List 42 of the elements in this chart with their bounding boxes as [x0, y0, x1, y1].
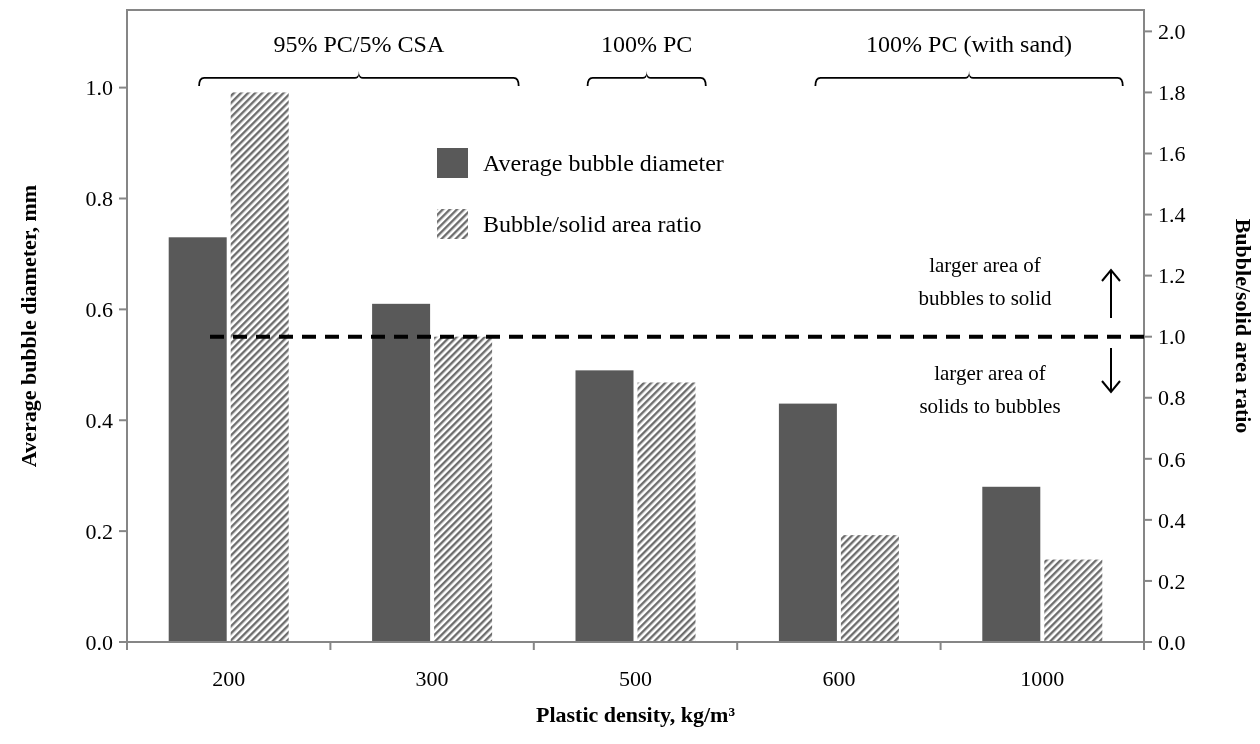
x-tick-label: 300 — [415, 666, 449, 691]
y2-tick-label: 0.6 — [1158, 446, 1186, 472]
annotation: larger area of bubbles to solid — [918, 253, 1052, 310]
x-tick-label: 600 — [822, 666, 856, 691]
x-axis-title: Plastic density, kg/m³ — [535, 702, 736, 727]
bar — [372, 303, 431, 642]
y2-tick-label: 2.0 — [1158, 19, 1186, 45]
x-tick-label: 500 — [619, 666, 652, 691]
y-tick-label: 0.8 — [85, 186, 113, 212]
y2-tick-label: 1.8 — [1158, 80, 1186, 106]
legend-label: Bubble/solid area ratio — [483, 211, 702, 238]
x-tick-label: 200 — [212, 666, 246, 691]
y-tick-label: 0.2 — [85, 518, 113, 544]
annotation: 100% PC (with sand) — [866, 31, 1073, 57]
x-tick-label: 1000 — [1020, 666, 1065, 691]
y2-tick-label: 1.0 — [1158, 324, 1186, 350]
bar — [982, 486, 1041, 642]
y-tick-label: 0.6 — [85, 297, 113, 323]
annotation: larger area of solids to bubbles — [919, 361, 1061, 418]
annotation: 95% PC/5% CSA — [273, 31, 445, 57]
bar — [778, 403, 837, 642]
y2-tick-label: 1.6 — [1158, 141, 1186, 167]
bar — [637, 382, 696, 642]
y2-tick-label: 0.0 — [1158, 629, 1186, 655]
annotation: 100% PC — [601, 31, 693, 57]
bar — [840, 535, 899, 642]
y2-tick-label: 1.2 — [1158, 263, 1186, 289]
y2-tick-label: 0.4 — [1158, 507, 1186, 533]
y2-tick-label: 0.8 — [1158, 385, 1186, 411]
bar — [434, 336, 493, 642]
y-tick-label: 1.0 — [85, 75, 113, 101]
bar — [230, 92, 289, 642]
y-tick-label: 0.0 — [85, 629, 113, 655]
y2-axis-title: Bubble/solid area ratio — [1231, 218, 1256, 434]
y2-tick-label: 0.2 — [1158, 568, 1186, 594]
bar — [1044, 559, 1103, 642]
bar — [168, 237, 227, 642]
bar — [575, 370, 634, 642]
y2-tick-label: 1.4 — [1158, 202, 1186, 228]
y-axis-title: Average bubble diameter, mm — [16, 184, 41, 468]
legend-label: Average bubble diameter — [483, 150, 724, 177]
y-tick-label: 0.4 — [85, 407, 113, 433]
